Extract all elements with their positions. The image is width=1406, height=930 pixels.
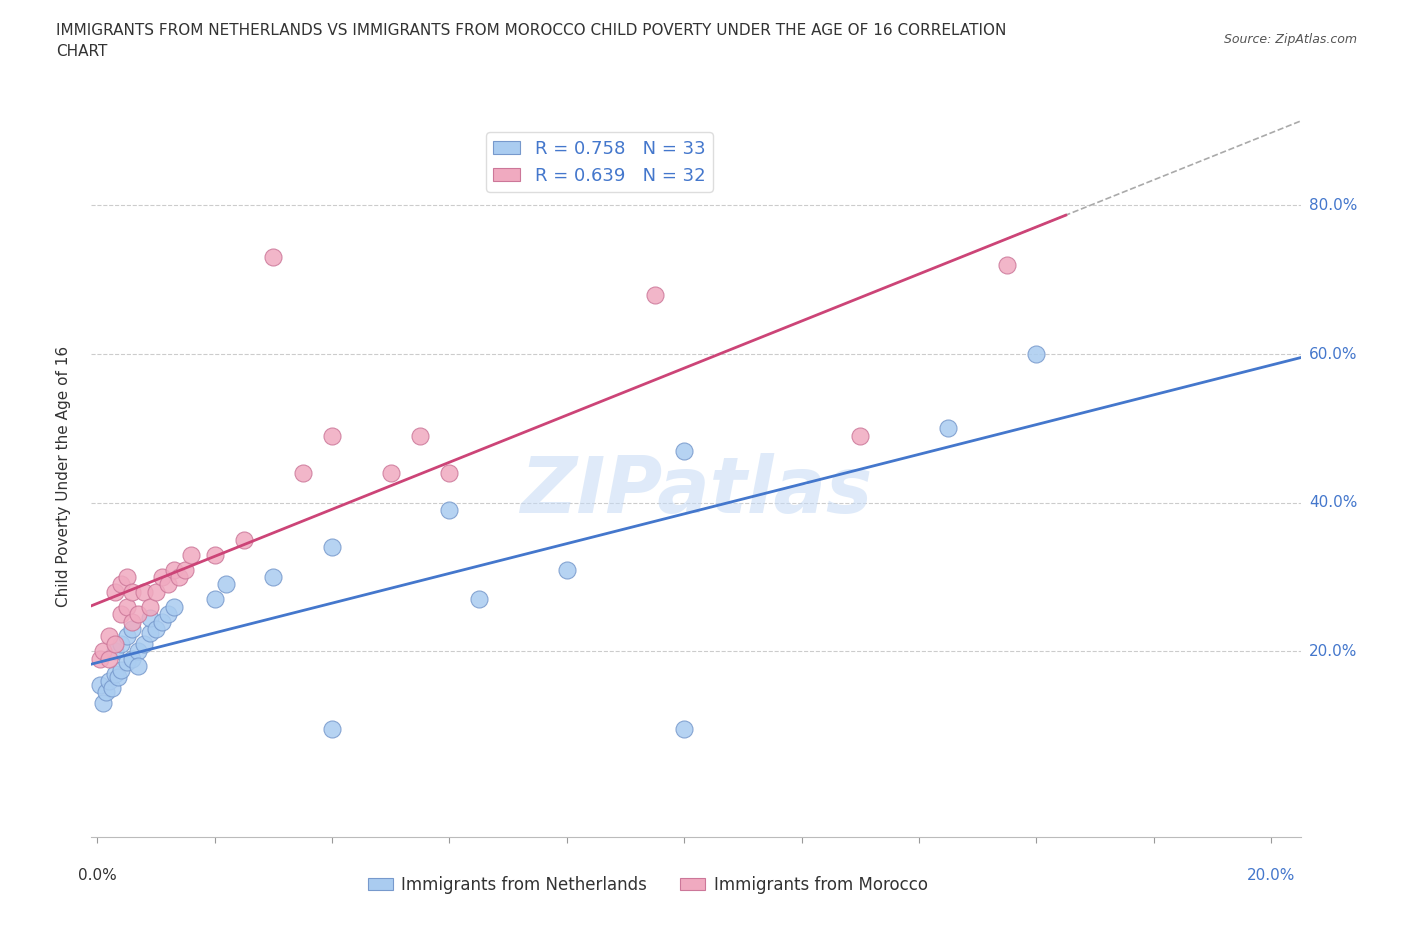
Point: [98, 629, 121, 644]
Point: [849, 429, 872, 444]
Point: [104, 584, 127, 599]
Point: [162, 562, 184, 577]
Point: [156, 606, 179, 621]
Point: [439, 466, 461, 481]
Point: [91, 696, 114, 711]
Point: [162, 599, 184, 614]
Point: [174, 562, 197, 577]
Point: [139, 610, 162, 625]
Point: [110, 636, 132, 651]
Point: [321, 429, 343, 444]
Point: [127, 658, 149, 673]
Point: [139, 625, 162, 640]
Text: 0.0%: 0.0%: [77, 868, 117, 883]
Point: [150, 569, 173, 584]
Point: [134, 584, 156, 599]
Point: [321, 539, 343, 554]
Point: [321, 722, 343, 737]
Point: [98, 651, 121, 666]
Point: [121, 621, 143, 636]
Point: [156, 577, 179, 591]
Point: [468, 591, 491, 606]
Point: [121, 614, 143, 629]
Point: [115, 629, 138, 644]
Point: [139, 599, 162, 614]
Point: [110, 606, 132, 621]
Text: 60.0%: 60.0%: [1309, 347, 1357, 362]
Point: [644, 287, 666, 302]
Text: 80.0%: 80.0%: [1309, 198, 1357, 213]
Point: [673, 722, 696, 737]
Point: [938, 421, 960, 436]
Point: [215, 577, 238, 591]
Point: [98, 673, 121, 688]
Point: [291, 466, 314, 481]
Text: 40.0%: 40.0%: [1309, 495, 1357, 511]
Point: [89, 651, 111, 666]
Point: [439, 502, 461, 517]
Point: [145, 621, 167, 636]
Point: [127, 606, 149, 621]
Text: Source: ZipAtlas.com: Source: ZipAtlas.com: [1223, 33, 1357, 46]
Text: 20.0%: 20.0%: [1309, 644, 1357, 658]
Y-axis label: Child Poverty Under the Age of 16: Child Poverty Under the Age of 16: [56, 346, 70, 607]
Text: ZIPatlas: ZIPatlas: [520, 453, 872, 529]
Point: [104, 666, 127, 681]
Point: [115, 569, 138, 584]
Point: [180, 547, 202, 562]
Point: [409, 429, 432, 444]
Point: [94, 684, 117, 699]
Text: 20.0%: 20.0%: [1247, 868, 1295, 883]
Point: [91, 644, 114, 658]
Point: [110, 577, 132, 591]
Point: [110, 662, 132, 677]
Point: [134, 636, 156, 651]
Point: [127, 644, 149, 658]
Point: [115, 655, 138, 670]
Point: [101, 681, 124, 696]
Legend: Immigrants from Netherlands, Immigrants from Morocco: Immigrants from Netherlands, Immigrants …: [361, 870, 934, 901]
Point: [104, 636, 127, 651]
Point: [121, 651, 143, 666]
Point: [673, 444, 696, 458]
Point: [233, 532, 256, 547]
Point: [995, 258, 1018, 272]
Point: [262, 569, 284, 584]
Point: [89, 677, 111, 692]
Text: IMMIGRANTS FROM NETHERLANDS VS IMMIGRANTS FROM MOROCCO CHILD POVERTY UNDER THE A: IMMIGRANTS FROM NETHERLANDS VS IMMIGRANT…: [56, 23, 1007, 60]
Point: [115, 599, 138, 614]
Point: [107, 670, 129, 684]
Point: [262, 250, 284, 265]
Point: [380, 466, 402, 481]
Point: [121, 584, 143, 599]
Point: [555, 562, 578, 577]
Point: [145, 584, 167, 599]
Point: [104, 644, 127, 658]
Point: [169, 569, 191, 584]
Point: [204, 547, 226, 562]
Point: [150, 614, 173, 629]
Point: [1025, 347, 1047, 362]
Point: [204, 591, 226, 606]
